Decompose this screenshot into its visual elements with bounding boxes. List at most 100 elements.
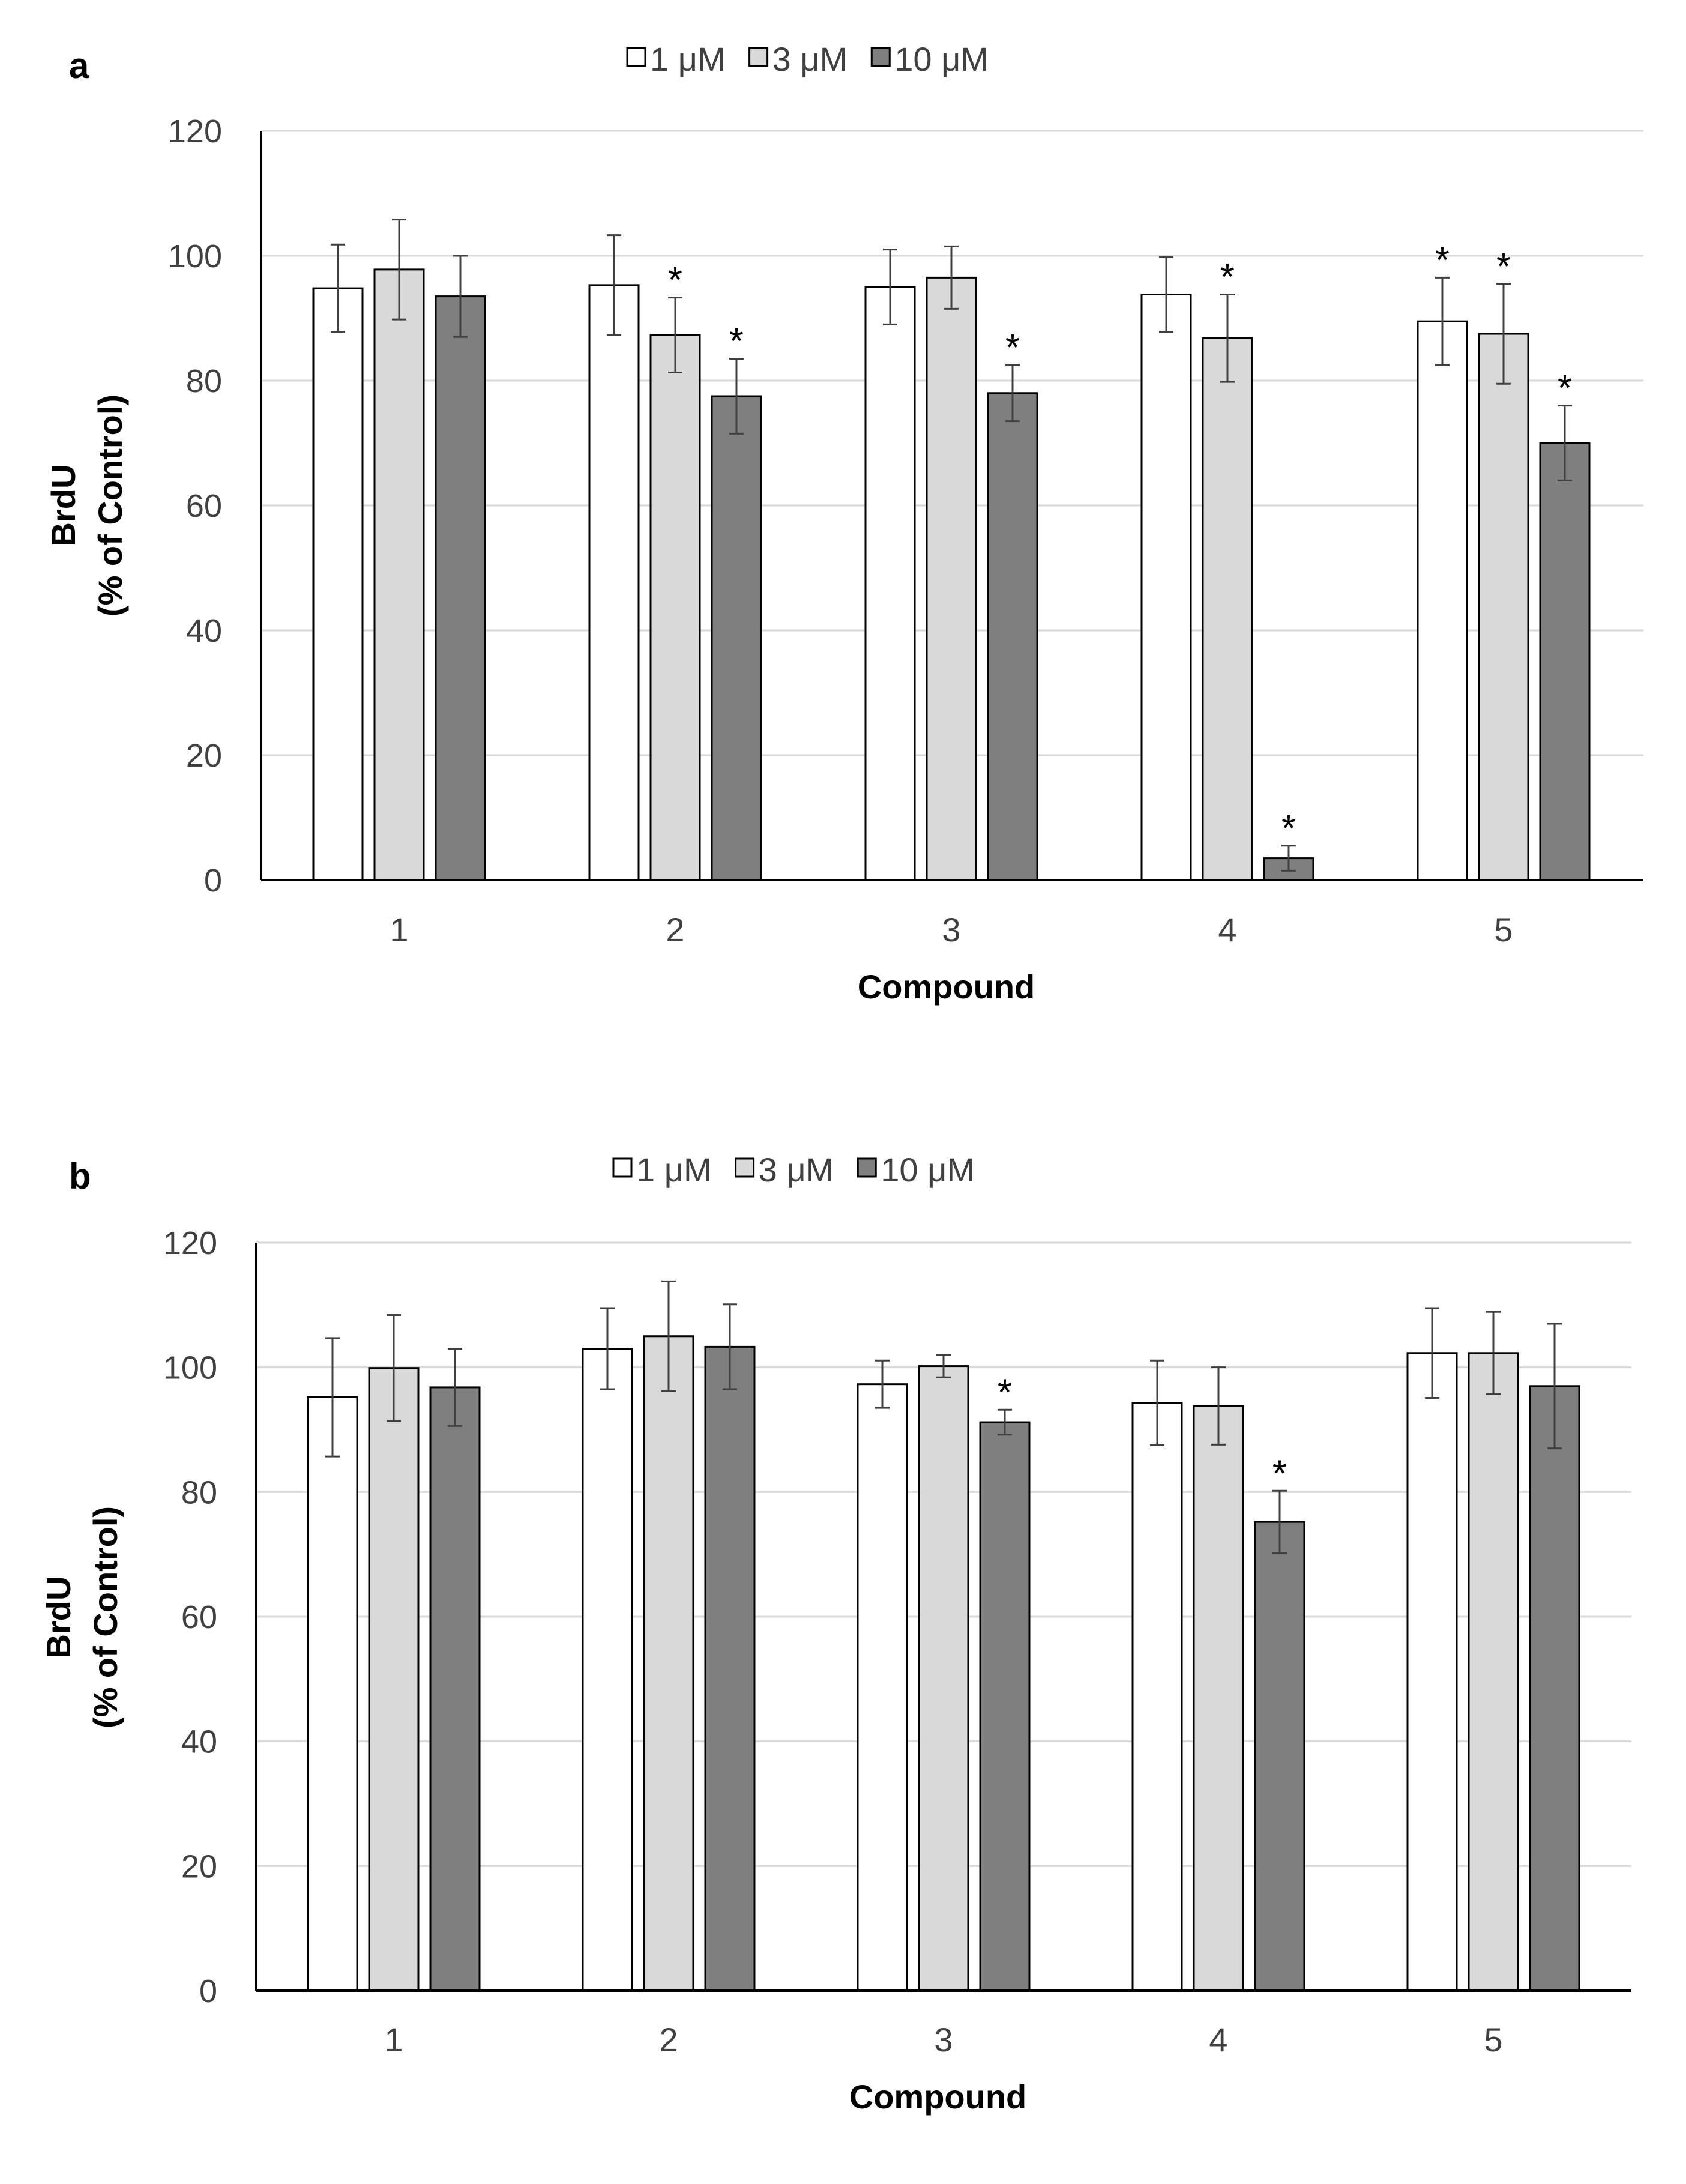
legend: 1 μM 3 μM 10 μM [612,1151,975,1189]
significance-marker: * [1272,1453,1287,1494]
bar [1468,1352,1519,1992]
y-axis-title-line2: (% of Control) [91,394,129,617]
bar [368,1367,420,1992]
error-bar [607,234,621,336]
legend-label: 10 μM [881,1151,975,1189]
legend-label: 3 μM [772,40,848,78]
error-bar [1435,276,1450,366]
y-tick-label: 0 [199,1973,217,2009]
chart-panel-b: b 1 μM 3 μM 10 μM 0 20 40 60 80 100 120 BrdU (% of C… [40,1151,1631,2116]
error-bar [331,243,345,333]
error-bar [1220,293,1235,383]
error-bar [1281,845,1296,872]
legend-item: 10 μM [870,40,989,78]
legend: 1 μM 3 μM 10 μM [626,40,989,78]
legend-label: 1 μM [636,1151,712,1189]
error-bar [1272,1489,1287,1554]
error-bar [1496,283,1511,385]
bar [864,286,916,881]
error-bar [661,1280,676,1392]
error-bar [1425,1307,1439,1399]
error-bar [944,245,959,310]
legend-label: 10 μM [894,40,989,78]
x-tick-label: 2 [659,2021,678,2059]
y-tick-label: 100 [163,1350,217,1386]
bar [987,392,1038,881]
panel-label: a [69,46,89,86]
significance-marker: * [1435,240,1450,281]
x-tick-label: 2 [666,911,684,949]
significance-marker: * [1496,246,1511,288]
bar [1539,442,1591,881]
significance-marker: * [1281,808,1296,849]
legend-swatch [735,1157,755,1178]
y-tick-label: 0 [204,863,222,899]
y-tick-label: 120 [163,1225,217,1261]
y-tick-label: 40 [186,613,222,649]
legend-item: 10 μM [857,1151,975,1189]
y-tick-label: 100 [168,238,222,274]
bar [1254,1521,1305,1992]
significance-marker: * [1558,368,1572,409]
legend-swatch [857,1157,877,1178]
bar [1478,333,1529,881]
x-tick-label: 3 [942,911,960,949]
bar [307,1396,358,1992]
legend-label: 1 μM [650,40,726,78]
error-bar [387,1314,401,1422]
legend-item: 3 μM [735,1151,834,1189]
bar [649,334,701,881]
legend-item: 1 μM [626,40,726,78]
x-tick-label: 4 [1209,2021,1227,2059]
y-tick-label: 40 [181,1724,217,1760]
x-tick-label: 3 [934,2021,953,2059]
error-bar [998,1408,1012,1436]
significance-marker: * [1005,327,1020,369]
y-tick-label: 60 [186,488,222,524]
bar [918,1365,969,1992]
error-bar [325,1337,340,1458]
legend-item: 1 μM [612,1151,712,1189]
bar [711,395,762,881]
error-bar [1005,364,1020,423]
error-bar [729,358,744,435]
error-bar [1159,256,1173,333]
significance-marker: * [998,1372,1012,1413]
y-tick-label: 80 [181,1474,217,1510]
legend-swatch [870,47,891,67]
error-bar [1547,1323,1562,1450]
bar [1131,1402,1183,1992]
y-tick-label: 20 [186,738,222,774]
bar [1417,320,1468,881]
error-bar [453,255,468,338]
bar [1406,1352,1458,1992]
bar [588,284,640,881]
bar [435,295,486,881]
y-tick-label: 80 [186,363,222,399]
error-bar [883,249,897,325]
legend-swatch [748,47,769,67]
significance-marker: * [1220,256,1235,298]
bar [312,287,364,881]
bar [373,268,425,881]
bar [1529,1385,1580,1992]
y-axis-title-line1: BrdU [40,1576,77,1659]
panel-label: b [69,1156,91,1196]
y-axis-title-line2: (% of Control) [86,1506,124,1728]
error-bar [448,1348,462,1427]
error-bar [936,1354,951,1378]
y-tick-label: 20 [181,1848,217,1884]
error-bar [1558,405,1572,481]
significance-marker: * [729,321,744,363]
legend-label: 3 μM [759,1151,834,1189]
bar [582,1348,633,1992]
y-axis-title-line1: BrdU [44,465,82,547]
bar [926,276,977,881]
legend-swatch [626,47,646,67]
x-tick-label: 4 [1218,911,1236,949]
x-axis-title: Compound [858,968,1035,1006]
bar [1193,1405,1244,1992]
error-bar [723,1303,737,1390]
